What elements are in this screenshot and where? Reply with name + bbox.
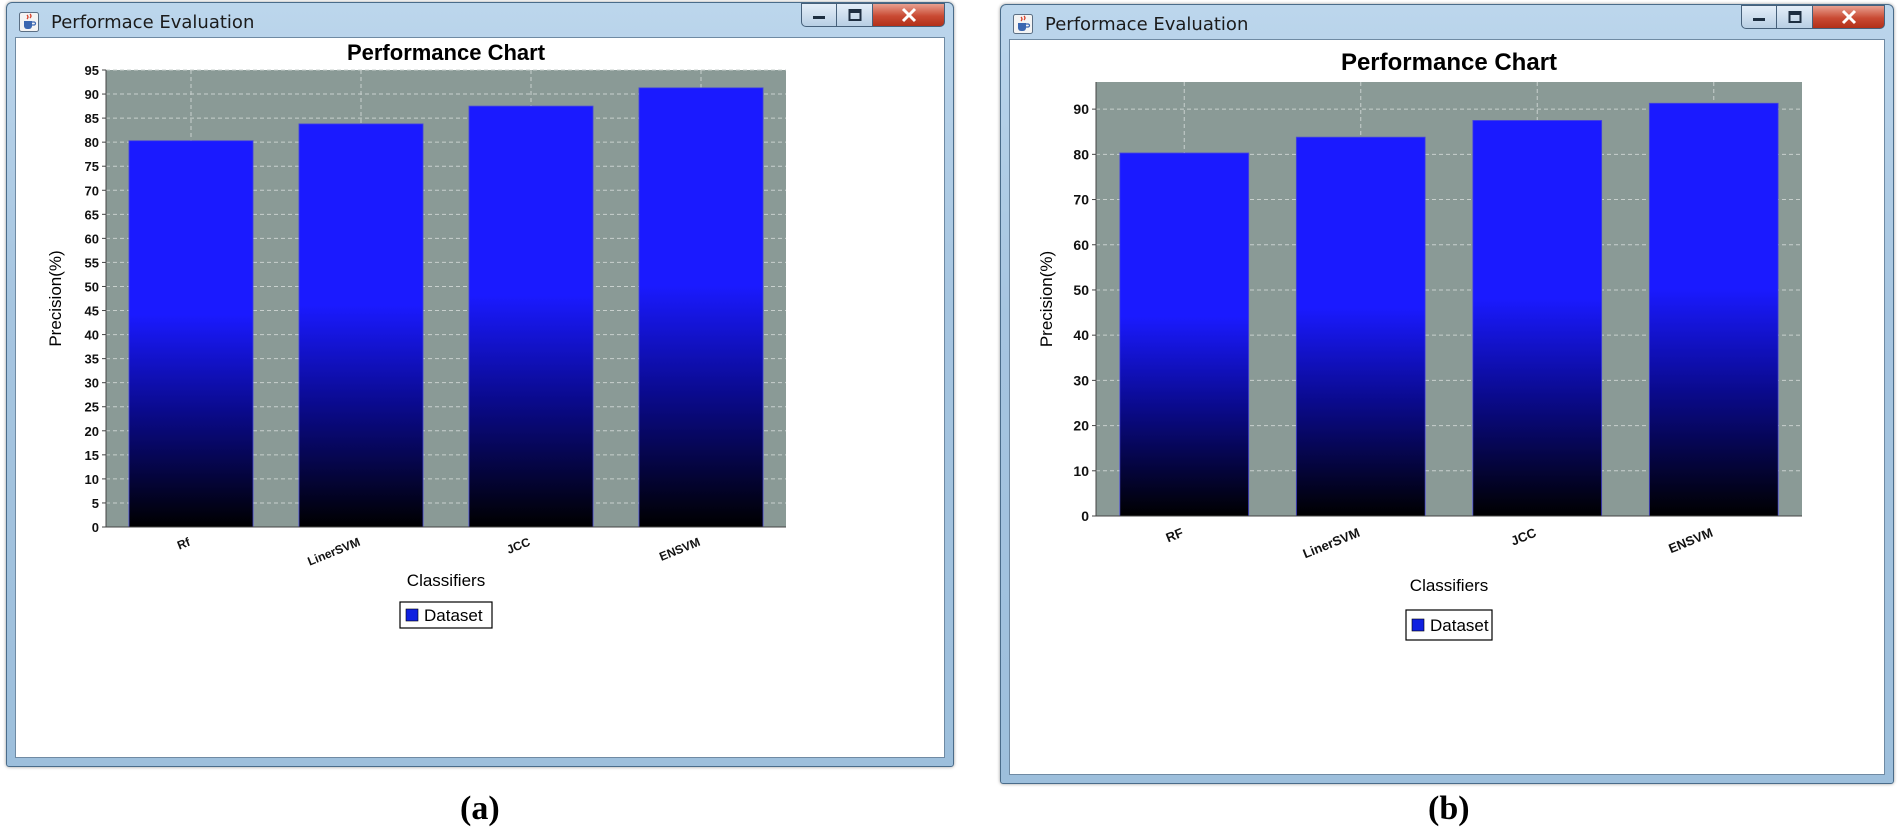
figure-caption-a: (a) [460, 790, 500, 827]
chart: Performance Chart 0 5 10 15 20 25 30 35 40 45 50 55 6… [46, 40, 786, 629]
bar [128, 140, 254, 528]
y-tick-label: 15 [85, 448, 99, 463]
y-tick-label: 55 [85, 255, 99, 270]
y-tick-label: 0 [1081, 508, 1089, 524]
y-tick-label: 35 [85, 352, 99, 367]
x-tick-label: JCC [505, 535, 533, 557]
y-tick-label: 40 [85, 328, 99, 343]
y-axis-label: Precision(%) [46, 250, 65, 346]
y-tick-label: 40 [1073, 327, 1089, 343]
y-tick-label: 10 [1073, 463, 1089, 479]
java-cup-icon [1013, 14, 1033, 34]
chart-panel: Performance Chart 0 10 20 30 40 50 60 70 80 90 RF Li… [1009, 39, 1885, 775]
y-tick-label: 75 [85, 159, 99, 174]
y-tick-label: 60 [1073, 237, 1089, 253]
chart: Performance Chart 0 10 20 30 40 50 60 70 80 90 RF Li… [1037, 49, 1802, 641]
y-axis-label: Precision(%) [1037, 251, 1056, 347]
legend-label: Dataset [1430, 616, 1489, 635]
legend-label: Dataset [424, 606, 483, 625]
y-tick-label: 20 [1073, 418, 1089, 434]
minimize-button[interactable] [801, 3, 837, 27]
bar [1119, 152, 1250, 517]
chart-panel: Performance Chart 0 5 10 15 20 25 30 35 40 45 50 55 6… [15, 37, 945, 758]
y-tick-label: 50 [1073, 282, 1089, 298]
x-tick-label: Rf [175, 534, 193, 552]
y-tick-label: 5 [92, 496, 99, 511]
minimize-icon [1753, 18, 1765, 21]
window-title: Performace Evaluation [51, 12, 255, 33]
y-tick-label: 70 [85, 183, 99, 198]
maximize-icon [848, 9, 861, 21]
figure-caption-b: (b) [1428, 790, 1470, 827]
legend-swatch [405, 608, 419, 622]
maximize-icon [1788, 11, 1801, 23]
y-tick-label: 25 [85, 400, 99, 415]
minimize-icon [813, 16, 825, 19]
y-tick-label: 30 [85, 376, 99, 391]
y-tick-label: 60 [85, 231, 99, 246]
chart-title: Performance Chart [347, 40, 546, 65]
bar [298, 123, 424, 528]
x-axis-label: Classifiers [1410, 576, 1488, 595]
y-tick-label: 45 [85, 304, 99, 319]
minimize-button[interactable] [1741, 5, 1777, 29]
bar [1472, 120, 1603, 517]
window-a: Performace Evaluation Performance Chart 0… [6, 2, 954, 767]
maximize-button[interactable] [837, 3, 873, 27]
bar [1648, 102, 1779, 517]
x-tick-label: ENSVM [657, 535, 702, 564]
bar [1295, 136, 1426, 517]
y-tick-label: 70 [1073, 192, 1089, 208]
x-tick-label: LinerSVM [1301, 525, 1362, 561]
y-tick-label: 95 [85, 63, 99, 78]
bar [468, 105, 594, 528]
bar [638, 87, 764, 528]
title-bar[interactable]: Performace Evaluation [7, 3, 953, 39]
java-cup-icon [19, 12, 39, 32]
x-tick-label: RF [1164, 525, 1186, 545]
y-tick-label: 20 [85, 424, 99, 439]
y-tick-label: 90 [85, 87, 99, 102]
maximize-button[interactable] [1777, 5, 1813, 29]
y-tick-label: 30 [1073, 372, 1089, 388]
window-title: Performace Evaluation [1045, 14, 1249, 35]
title-bar[interactable]: Performace Evaluation [1001, 5, 1893, 41]
window-controls [1741, 5, 1885, 31]
y-tick-label: 90 [1073, 101, 1089, 117]
x-tick-label: LinerSVM [306, 535, 363, 569]
window-controls [801, 3, 945, 29]
x-tick-label: JCC [1509, 525, 1539, 549]
x-axis-label: Classifiers [407, 571, 485, 590]
close-icon [1841, 9, 1856, 25]
x-tick-label: ENSVM [1666, 525, 1714, 556]
y-tick-label: 80 [1073, 146, 1089, 162]
legend-swatch [1411, 618, 1425, 632]
chart-title: Performance Chart [1341, 49, 1557, 76]
close-icon [901, 7, 916, 23]
y-tick-label: 80 [85, 135, 99, 150]
y-tick-label: 65 [85, 207, 99, 222]
y-tick-label: 10 [85, 472, 99, 487]
close-button[interactable] [873, 3, 945, 27]
close-button[interactable] [1813, 5, 1885, 29]
y-tick-label: 0 [92, 520, 99, 535]
y-tick-label: 50 [85, 279, 99, 294]
y-tick-label: 85 [85, 111, 99, 126]
window-b: Performace Evaluation Performance Chart 0… [1000, 4, 1894, 784]
